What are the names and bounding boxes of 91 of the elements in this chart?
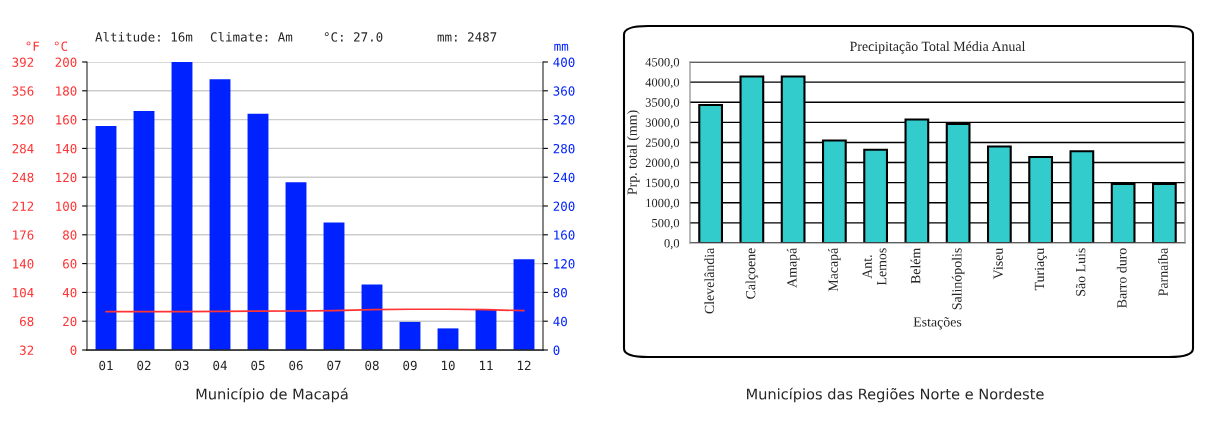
- bar: [247, 113, 269, 350]
- y3-tick-label: 104: [13, 287, 34, 298]
- y-tick-label: 20: [63, 316, 77, 327]
- y3-tick-label: 284: [12, 143, 34, 154]
- bar: [285, 182, 307, 350]
- y-axis-title: °C: [54, 41, 68, 51]
- x-tick-label: Amapá: [786, 247, 800, 288]
- y-tick-label: 80: [63, 230, 77, 240]
- y2-axis-title: mm: [554, 43, 569, 51]
- y2-tick-label: 160: [554, 230, 575, 240]
- x-tick-label: São Luis: [1075, 248, 1086, 296]
- bar: [209, 79, 231, 350]
- y3-tick-label: 320: [12, 115, 34, 125]
- x-tick-label: Salinópolis: [951, 248, 965, 310]
- y2-tick-label: 0: [553, 345, 560, 355]
- bar: [513, 259, 535, 350]
- bar: [133, 110, 155, 350]
- y2-tick-label: 360: [553, 86, 575, 96]
- chart-title: Precipitação Total Média Anual: [849, 41, 1026, 54]
- x-tick-label: 10: [441, 360, 455, 371]
- y-tick-label: 1000,0: [646, 198, 680, 210]
- x-tick-label: 09: [403, 360, 417, 371]
- text: Município de Macapá: [196, 387, 348, 403]
- y2-tick-label: 320: [553, 115, 575, 125]
- bar: [171, 62, 193, 350]
- y-tick-label: 0,0: [664, 239, 680, 250]
- x-tick-label: Ant. Lemos: [862, 248, 887, 286]
- y3-tick-label: 212: [12, 201, 34, 211]
- y-tick-label: 160: [56, 115, 77, 125]
- text: Altitude: 16m: [95, 31, 193, 42]
- y2-tick-label: 240: [553, 172, 575, 183]
- y3-tick-label: 32: [20, 345, 34, 355]
- x-tick-label: Turiaçu: [1034, 247, 1047, 291]
- y-tick-label: 1500,0: [646, 178, 680, 189]
- y-tick-label: 2000,0: [645, 158, 680, 169]
- x-tick-label: 01: [99, 360, 113, 371]
- x-axis-title: Estações: [913, 317, 962, 330]
- text: Climate: Am: [210, 31, 293, 42]
- y2-tick-label: 400: [553, 57, 575, 67]
- y-tick-label: 500,0: [652, 218, 680, 230]
- y3-tick-label: 140: [13, 259, 34, 269]
- y-tick-label: 40: [62, 287, 77, 298]
- x-tick-label: 06: [289, 360, 303, 371]
- text: °C: 27.0: [324, 32, 383, 42]
- y-tick-label: 4500,0: [645, 58, 680, 69]
- bar: [475, 309, 497, 350]
- x-tick-label: 07: [327, 360, 341, 371]
- y3-tick-label: 68: [19, 316, 34, 327]
- bar: [361, 284, 383, 350]
- y-tick-label: 4000,0: [645, 78, 680, 89]
- x-tick-label: Viseu: [993, 247, 1003, 280]
- x-tick-label: Clevelândia: [704, 247, 715, 314]
- bar: [323, 222, 345, 350]
- y-tick-label: 180: [56, 86, 77, 96]
- y-tick-label: 2500,0: [645, 138, 680, 149]
- y-tick-label: 140: [56, 143, 77, 154]
- bar: [399, 321, 421, 350]
- x-tick-label: 12: [517, 360, 531, 370]
- bar: [437, 328, 459, 350]
- x-tick-label: 04: [213, 360, 227, 371]
- x-tick-label: Macapá: [828, 247, 841, 292]
- y2-tick-label: 40: [553, 316, 567, 327]
- y-tick-label: 3000,0: [645, 118, 680, 129]
- x-tick-label: Belém: [910, 247, 921, 284]
- y-tick-label: 120: [56, 172, 77, 183]
- y-tick-label: 0: [70, 345, 77, 355]
- y3-tick-label: 176: [13, 230, 34, 240]
- x-tick-label: Barro duro: [1116, 248, 1127, 308]
- y2-tick-label: 120: [554, 259, 575, 269]
- x-tick-label: Calçoene: [745, 248, 759, 299]
- y3-tick-label: 392: [12, 57, 34, 67]
- x-tick-label: 05: [251, 360, 265, 371]
- x-tick-label: 03: [175, 360, 189, 371]
- x-tick-label: 08: [365, 360, 379, 371]
- bar: [95, 126, 117, 350]
- text: Municípios das Regiões Norte e Nordeste: [747, 387, 1044, 403]
- x-tick-label: 11: [479, 360, 493, 370]
- text: mm: 2487: [437, 32, 497, 42]
- y3-axis-title: °F: [26, 41, 40, 51]
- y2-tick-label: 80: [553, 287, 567, 298]
- y2-tick-label: 200: [553, 201, 575, 211]
- y3-tick-label: 356: [12, 86, 34, 96]
- y-tick-label: 200: [55, 57, 77, 67]
- y-tick-label: 60: [63, 259, 77, 269]
- y-tick-label: 100: [56, 201, 77, 211]
- y2-tick-label: 280: [553, 143, 575, 154]
- y-axis-title: Prp. total (mm): [627, 110, 640, 195]
- y3-tick-label: 248: [12, 172, 34, 183]
- x-tick-label: 02: [137, 360, 151, 371]
- x-tick-label: Parnaíba: [1158, 247, 1168, 296]
- y-tick-label: 3500,0: [645, 98, 680, 109]
